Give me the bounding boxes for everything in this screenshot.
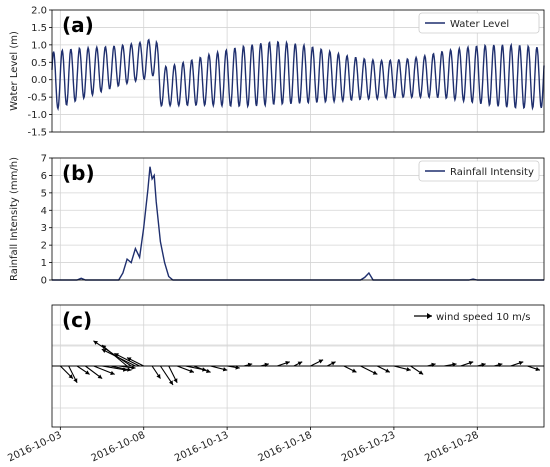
wind-arrow-head bbox=[452, 362, 457, 367]
panel-a-series bbox=[51, 38, 545, 112]
wind-arrow-head bbox=[318, 359, 324, 364]
wind-arrow-shaft bbox=[93, 340, 132, 367]
wind-arrow-head bbox=[73, 378, 78, 383]
y-tick-label: 0.5 bbox=[31, 58, 47, 69]
wind-arrow-head bbox=[85, 370, 90, 375]
panel-b-tag: (b) bbox=[62, 161, 95, 185]
wind-arrow-head bbox=[418, 370, 424, 375]
panel-a-y-ticks: -1.5 -1.0 -0.5 0.0 0.5 1.0 1.5 2.0 bbox=[27, 6, 52, 139]
wind-arrow-head bbox=[93, 340, 98, 345]
y-tick-label: 7 bbox=[41, 154, 47, 165]
y-tick-label: 0.0 bbox=[31, 75, 47, 86]
wind-arrow-head bbox=[101, 345, 107, 350]
wind-arrow-head bbox=[114, 353, 119, 358]
wind-arrow-head bbox=[173, 378, 178, 383]
panel-a-tag: (a) bbox=[62, 13, 94, 37]
panel-b-rainfall: 0 1 2 3 4 5 6 7 Rainfall Intensity (mm/h) (b) R… bbox=[9, 154, 545, 287]
y-tick-label: 2.0 bbox=[31, 6, 47, 17]
panel-c-legend: wind speed 10 m/s bbox=[414, 312, 530, 323]
wind-arrow-head bbox=[101, 349, 107, 353]
wind-arrow-head bbox=[131, 365, 136, 370]
panel-b-ylabel: Rainfall Intensity (mm/h) bbox=[9, 157, 20, 281]
wind-arrow-head bbox=[97, 374, 103, 379]
panel-c-tag: (c) bbox=[62, 308, 92, 332]
wind-arrow-head bbox=[518, 360, 524, 366]
y-tick-label: 3 bbox=[41, 223, 47, 234]
panel-b-y-ticks: 0 1 2 3 4 5 6 7 bbox=[41, 154, 52, 287]
wind-arrow-head bbox=[406, 367, 411, 372]
wind-arrow-head bbox=[297, 361, 303, 366]
y-tick-label: 1.5 bbox=[31, 23, 47, 34]
panel-c-grid bbox=[52, 305, 544, 427]
panel-a-legend: Water Level bbox=[418, 12, 540, 34]
wind-arrow-head bbox=[189, 368, 194, 373]
y-tick-label: 6 bbox=[41, 171, 47, 182]
wind-arrow-head bbox=[222, 367, 228, 372]
wind-arrow-head bbox=[68, 374, 73, 379]
y-tick-label: 0 bbox=[41, 276, 47, 287]
panel-a-ylabel: Water Level (m) bbox=[9, 31, 20, 111]
wind-arrow-head bbox=[168, 380, 174, 385]
y-tick-label: 4 bbox=[41, 206, 47, 217]
wind-arrow-head bbox=[285, 360, 290, 366]
y-tick-label: -1.0 bbox=[27, 110, 47, 121]
wind-arrow-head bbox=[206, 368, 211, 373]
wind-arrow-head bbox=[431, 362, 436, 368]
wind-arrow-head bbox=[247, 362, 253, 368]
panel-b-series bbox=[52, 166, 544, 281]
wind-arrow-head bbox=[468, 360, 474, 366]
y-tick-label: 1 bbox=[41, 258, 47, 269]
y-tick-label: 1.0 bbox=[31, 40, 47, 51]
panel-c-legend-label: wind speed 10 m/s bbox=[436, 312, 530, 323]
wind-arrow-head bbox=[385, 368, 390, 373]
wind-arrow-head bbox=[535, 366, 540, 372]
y-tick-label: -0.5 bbox=[27, 93, 47, 104]
wind-arrow-head bbox=[126, 357, 132, 362]
panel-b-frame bbox=[51, 157, 545, 281]
panel-c-legend-arrow-head bbox=[427, 313, 432, 319]
wind-arrow-shaft bbox=[114, 352, 140, 367]
wind-arrow-shaft bbox=[101, 365, 128, 371]
y-tick-label: 2 bbox=[41, 241, 47, 252]
wind-arrow-head bbox=[156, 374, 161, 379]
y-tick-label: 5 bbox=[41, 188, 47, 199]
panel-a-legend-box bbox=[418, 12, 540, 34]
panel-a-water-level: -1.5 -1.0 -0.5 0.0 0.5 1.0 1.5 2.0 Water Level … bbox=[9, 6, 545, 139]
panel-a-legend-label: Water Level bbox=[450, 19, 509, 30]
wind-arrow-head bbox=[264, 362, 269, 368]
panel-c-series bbox=[59, 340, 541, 386]
panel-b-legend-box bbox=[418, 160, 540, 182]
panel-b-legend: Rainfall Intensity bbox=[418, 160, 540, 182]
wind-arrow-head bbox=[235, 365, 240, 370]
wind-arrow-head bbox=[127, 367, 132, 372]
water-level-line bbox=[51, 38, 545, 112]
wind-arrow-head bbox=[110, 370, 115, 375]
rainfall-line bbox=[52, 166, 544, 281]
wind-arrow-head bbox=[351, 368, 357, 373]
wind-arrow-head bbox=[497, 362, 503, 368]
wind-arrow-head bbox=[481, 362, 486, 368]
panel-b-legend-label: Rainfall Intensity bbox=[450, 167, 534, 178]
wind-arrow-shaft bbox=[101, 348, 136, 367]
wind-arrow-head bbox=[372, 370, 378, 375]
panel-a-frame bbox=[51, 9, 545, 133]
panel-c-frame bbox=[51, 304, 545, 428]
wind-arrow-head bbox=[331, 361, 336, 366]
y-tick-label: -1.5 bbox=[27, 128, 47, 139]
